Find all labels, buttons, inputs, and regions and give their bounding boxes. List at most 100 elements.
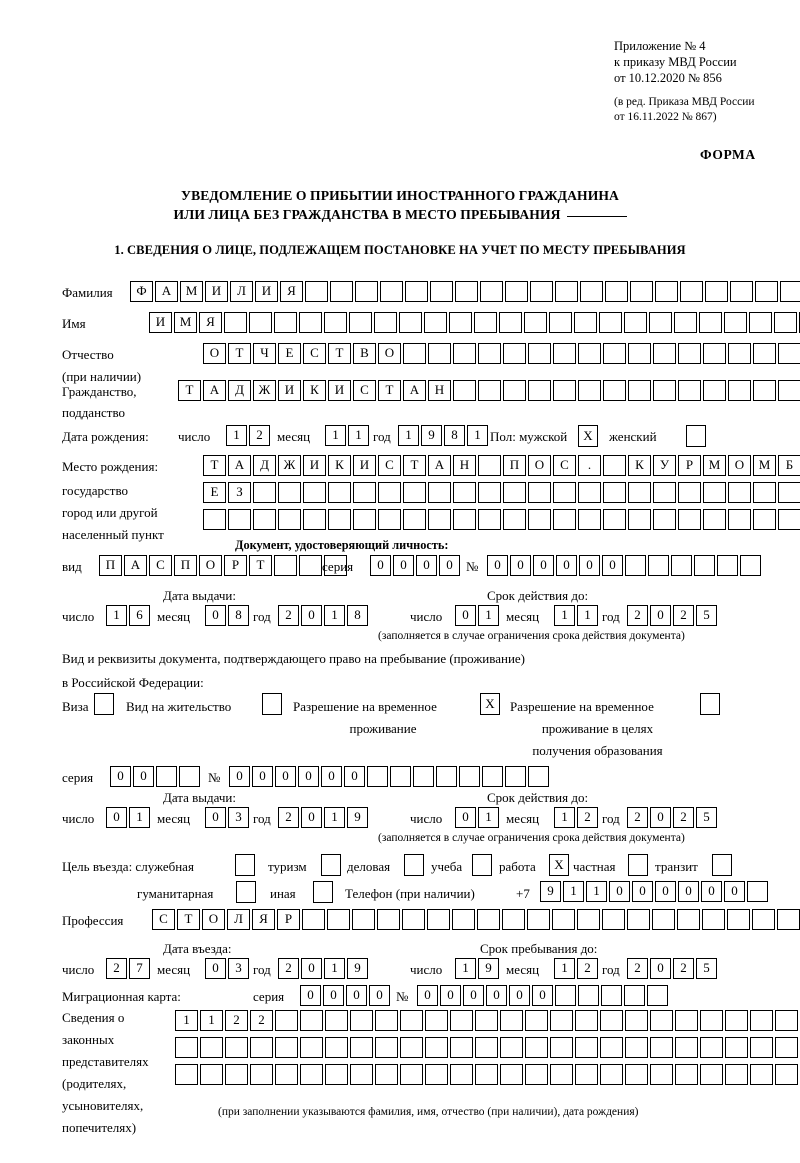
char-box[interactable]: 0 [370, 555, 391, 576]
purpose-other-checkbox[interactable] [313, 881, 333, 903]
char-box[interactable] [555, 985, 576, 1006]
char-box[interactable] [727, 909, 750, 930]
char-box[interactable] [475, 1064, 498, 1085]
char-box[interactable]: 0 [678, 881, 699, 902]
char-box[interactable] [680, 281, 703, 302]
char-box[interactable] [530, 281, 553, 302]
char-box[interactable] [728, 343, 751, 364]
char-box[interactable] [299, 312, 322, 333]
char-box[interactable]: 1 [106, 605, 127, 626]
char-box[interactable] [780, 281, 800, 302]
char-box[interactable]: О [378, 343, 401, 364]
char-box[interactable]: Т [228, 343, 251, 364]
char-box[interactable]: С [152, 909, 175, 930]
char-box[interactable] [453, 343, 476, 364]
char-box[interactable]: 1 [324, 807, 345, 828]
char-box[interactable]: 0 [300, 985, 321, 1006]
char-box[interactable]: 1 [478, 605, 499, 626]
char-box[interactable] [675, 1037, 698, 1058]
char-box[interactable] [728, 380, 751, 401]
char-box[interactable]: 7 [129, 958, 150, 979]
char-box[interactable] [274, 555, 297, 576]
char-box[interactable]: 0 [487, 555, 508, 576]
char-box[interactable] [459, 766, 480, 787]
char-box[interactable] [775, 1064, 798, 1085]
char-box[interactable] [474, 312, 497, 333]
visa-checkbox[interactable] [94, 693, 114, 715]
char-box[interactable] [603, 343, 626, 364]
char-box[interactable] [450, 1064, 473, 1085]
char-box[interactable] [400, 1064, 423, 1085]
char-box[interactable]: 0 [205, 958, 226, 979]
char-box[interactable]: 2 [627, 958, 648, 979]
char-box[interactable] [228, 509, 251, 530]
char-box[interactable]: 0 [252, 766, 273, 787]
char-box[interactable] [224, 312, 247, 333]
char-box[interactable] [603, 455, 626, 476]
char-box[interactable] [325, 1037, 348, 1058]
char-box[interactable] [300, 1064, 323, 1085]
char-box[interactable]: Т [378, 380, 401, 401]
char-box[interactable] [705, 281, 728, 302]
char-box[interactable] [274, 312, 297, 333]
char-box[interactable]: 2 [278, 605, 299, 626]
char-box[interactable] [702, 909, 725, 930]
char-box[interactable] [253, 482, 276, 503]
char-box[interactable] [378, 482, 401, 503]
char-box[interactable]: 0 [556, 555, 577, 576]
char-box[interactable]: М [753, 455, 776, 476]
char-box[interactable] [374, 312, 397, 333]
char-box[interactable] [428, 343, 451, 364]
char-box[interactable]: 0 [301, 807, 322, 828]
purpose-work-checkbox[interactable]: X [549, 854, 569, 876]
char-box[interactable] [578, 482, 601, 503]
char-box[interactable] [628, 343, 651, 364]
char-box[interactable]: 0 [417, 985, 438, 1006]
char-box[interactable]: 0 [510, 555, 531, 576]
char-box[interactable] [324, 312, 347, 333]
char-box[interactable]: 1 [577, 605, 598, 626]
char-box[interactable]: 0 [602, 555, 623, 576]
char-box[interactable]: М [703, 455, 726, 476]
char-box[interactable] [377, 909, 400, 930]
char-box[interactable] [650, 1064, 673, 1085]
char-box[interactable] [730, 281, 753, 302]
char-box[interactable]: 0 [655, 881, 676, 902]
char-box[interactable]: Р [277, 909, 300, 930]
char-box[interactable]: О [728, 455, 751, 476]
char-box[interactable]: И [303, 455, 326, 476]
char-box[interactable]: 2 [577, 807, 598, 828]
char-box[interactable]: 2 [577, 958, 598, 979]
char-box[interactable] [325, 1064, 348, 1085]
char-box[interactable] [678, 509, 701, 530]
char-box[interactable] [477, 909, 500, 930]
char-box[interactable]: 0 [106, 807, 127, 828]
char-box[interactable] [778, 380, 800, 401]
char-box[interactable] [777, 909, 800, 930]
char-box[interactable] [650, 1010, 673, 1031]
char-box[interactable] [750, 1064, 773, 1085]
char-box[interactable]: В [353, 343, 376, 364]
char-box[interactable] [500, 1010, 523, 1031]
char-box[interactable]: М [174, 312, 197, 333]
char-box[interactable]: 0 [701, 881, 722, 902]
char-box[interactable]: О [203, 343, 226, 364]
char-box[interactable]: 9 [540, 881, 561, 902]
char-box[interactable] [324, 555, 347, 576]
char-box[interactable] [300, 1037, 323, 1058]
char-box[interactable] [478, 343, 501, 364]
char-box[interactable] [300, 1010, 323, 1031]
char-box[interactable] [427, 909, 450, 930]
char-box[interactable] [674, 312, 697, 333]
